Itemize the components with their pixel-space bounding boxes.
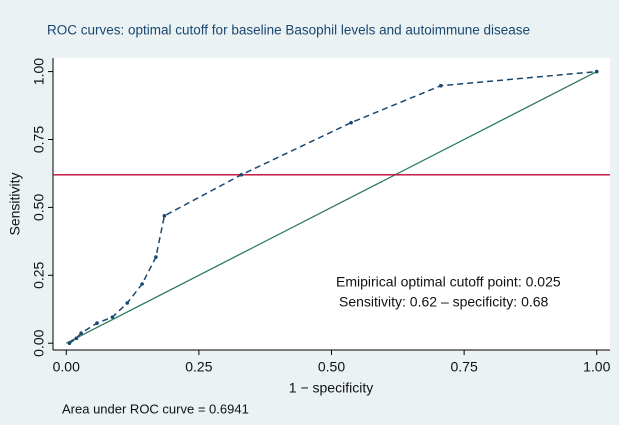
x-tick-label: 0.00 [53, 359, 80, 375]
point [154, 255, 158, 259]
point [349, 120, 353, 125]
point [239, 173, 244, 177]
x-tick-label: 1.00 [583, 359, 610, 375]
y-tick-label: 0.00 [31, 329, 47, 356]
point [438, 83, 443, 88]
chart-title: ROC curves: optimal cutoff for baseline … [47, 23, 530, 38]
y-tick-label: 1.00 [31, 58, 47, 85]
point [594, 69, 599, 74]
reference-line [65, 71, 598, 344]
y-tick-label: 0.25 [31, 261, 47, 288]
y-axis-label: Sensitivity [7, 172, 23, 235]
annotation: Emipirical optimal cutoff point: 0.025 [336, 274, 561, 290]
point [110, 315, 115, 319]
point [74, 336, 79, 341]
x-tick-label: 0.25 [185, 359, 212, 375]
x-tick-label: 0.75 [450, 359, 477, 375]
annotation: Sensitivity: 0.62 – specificity: 0.68 [339, 294, 549, 310]
plot-area [53, 58, 610, 350]
x-tick-label: 0.50 [318, 359, 345, 375]
point [162, 214, 167, 218]
y-tick-label: 0.75 [31, 126, 47, 153]
point [95, 321, 99, 325]
x-axis-label: 1 − specificity [289, 380, 373, 396]
y-tick-label: 0.50 [31, 194, 47, 221]
note: Area under ROC curve = 0.6941 [62, 401, 249, 416]
point [140, 282, 144, 286]
point [67, 341, 72, 346]
point [125, 301, 130, 305]
point [79, 331, 83, 335]
